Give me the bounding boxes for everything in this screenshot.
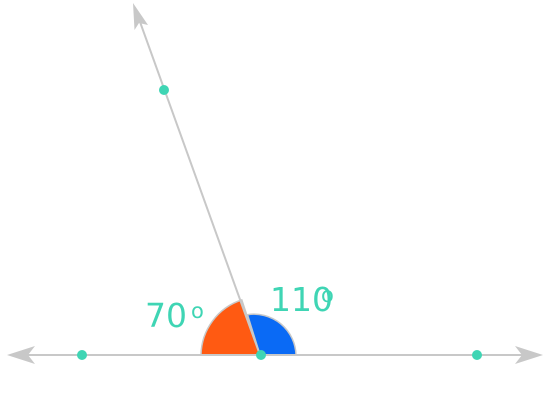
degree-mark-110: o (321, 283, 334, 307)
arrowhead-icon (133, 3, 148, 30)
angle-label-110: 110 (270, 280, 333, 319)
arrowhead-icon (7, 346, 35, 364)
angle-label-70: 70 (145, 296, 187, 335)
point-icon (472, 350, 482, 360)
point-icon (159, 85, 169, 95)
degree-mark-70: o (191, 299, 204, 323)
angle-sector-110 (246, 313, 297, 356)
arrowhead-icon (515, 346, 543, 364)
point-icon (256, 350, 266, 360)
point-icon (77, 350, 87, 360)
slanted-ray (134, 7, 261, 356)
